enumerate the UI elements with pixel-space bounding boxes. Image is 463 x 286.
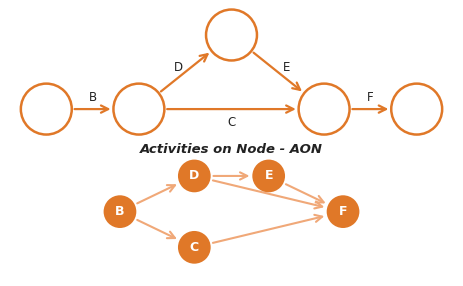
Text: C: C bbox=[190, 241, 199, 254]
Text: E: E bbox=[264, 169, 273, 182]
Circle shape bbox=[391, 84, 442, 134]
Text: F: F bbox=[339, 205, 347, 218]
Circle shape bbox=[327, 195, 359, 228]
Text: B: B bbox=[88, 91, 97, 104]
Circle shape bbox=[113, 84, 164, 134]
Text: E: E bbox=[282, 61, 290, 74]
Text: F: F bbox=[367, 91, 374, 104]
Circle shape bbox=[299, 84, 350, 134]
Text: C: C bbox=[227, 116, 236, 128]
Circle shape bbox=[178, 160, 211, 192]
Circle shape bbox=[252, 160, 285, 192]
Text: D: D bbox=[189, 169, 200, 182]
Text: Activities on Node - AON: Activities on Node - AON bbox=[140, 143, 323, 156]
Circle shape bbox=[178, 231, 211, 264]
Text: D: D bbox=[174, 61, 183, 74]
Text: B: B bbox=[115, 205, 125, 218]
Circle shape bbox=[206, 9, 257, 60]
Circle shape bbox=[104, 195, 136, 228]
Circle shape bbox=[21, 84, 72, 134]
